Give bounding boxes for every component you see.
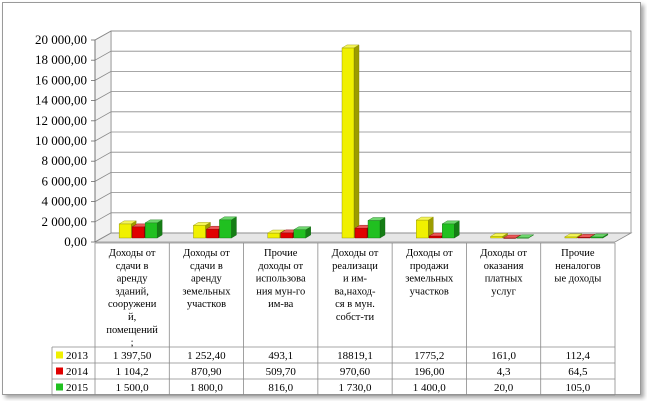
y-axis: 0,00 2 000,00 4 000,00 6 000,00 8 000,00 10 0…	[35, 32, 96, 249]
cell-2013-7: 112,4	[566, 350, 591, 362]
category-label-1: Доходы от сдачи в аренду зданий, сооружени й,…	[106, 248, 158, 349]
gridline	[94, 91, 631, 101]
category-label-6: Доходы от оказания платных услуг	[480, 248, 527, 297]
chart-walls	[93, 30, 633, 243]
cell-2013-6: 161,0	[491, 350, 516, 362]
bar-2015-3	[292, 226, 312, 239]
legend-label-2014: 2014	[66, 366, 89, 378]
cell-2015-4: 1 730,0	[339, 382, 373, 394]
bar-2015-4	[367, 217, 386, 239]
bar-2015-2	[218, 216, 238, 239]
category-label-7: Прочие неналогов ые доходы	[554, 248, 601, 285]
category-label-4: Доходы от реализаци и им-ва,наход-ся в мун…	[332, 248, 379, 323]
gridline	[94, 111, 631, 122]
legend-label-2015: 2015	[66, 382, 89, 394]
cell-2015-2: 1 800,0	[190, 382, 224, 394]
legend-label-2013: 2013	[66, 350, 89, 362]
bar-2013-6	[489, 233, 509, 239]
y-tick-label: 6 000,00	[42, 173, 88, 188]
gridline	[94, 71, 631, 81]
cell-2015-3: 816,0	[268, 382, 293, 394]
cell-2015-7: 105,0	[565, 382, 590, 394]
category-label-5: Доходы от продажи земельных участков	[405, 248, 454, 297]
cell-2013-4: 18819,1	[337, 350, 373, 362]
cell-2014-5: 196,00	[414, 366, 445, 378]
cell-2015-6: 20,0	[494, 382, 514, 394]
bar-2013-5	[415, 216, 435, 239]
legend-swatch-2015	[56, 383, 63, 391]
cell-2014-7: 64,5	[568, 366, 588, 378]
data-table: Доходы от сдачи в аренду зданий, сооружени й,…	[51, 242, 616, 396]
bar-2014-6	[502, 234, 522, 239]
y-tick-label: 14 000,00	[35, 93, 87, 108]
cell-2013-3: 493,1	[268, 350, 293, 362]
cell-2013-2: 1 252,40	[187, 350, 226, 362]
gridline	[94, 171, 631, 182]
bar-2015-1	[144, 219, 163, 239]
cell-2013-5: 1775,2	[414, 350, 444, 362]
legend-swatch-2013	[56, 351, 63, 359]
y-tick-label: 2 000,00	[42, 214, 88, 229]
cell-2014-1: 1 104,2	[116, 366, 149, 378]
bars	[118, 44, 609, 239]
y-tick-label: 0,00	[64, 234, 87, 249]
gridline	[94, 212, 631, 223]
cell-2014-3: 509,70	[266, 366, 297, 378]
cell-2014-6: 4,3	[497, 366, 511, 378]
y-tick-label: 18 000,00	[35, 52, 87, 67]
category-label-3: Прочие доходы от использова ния мун-го им-ва	[256, 248, 306, 310]
gridlines	[94, 30, 631, 243]
bar-2013-4	[341, 44, 360, 239]
y-tick-label: 4 000,00	[42, 194, 88, 209]
category-label-2: Доходы от сдачи в аренду земельных участков	[182, 248, 231, 310]
cell-2014-2: 870,90	[191, 366, 222, 378]
gridline	[94, 151, 631, 162]
gridline	[94, 131, 631, 142]
bar-2015-5	[441, 220, 461, 239]
y-tick-label: 16 000,00	[35, 72, 87, 87]
legend-swatch-2014	[56, 367, 63, 375]
y-tick-label: 12 000,00	[35, 113, 87, 128]
cell-2014-4: 970,60	[340, 366, 371, 378]
cell-2015-1: 1 500,0	[116, 382, 150, 394]
gridline	[94, 50, 631, 61]
cell-2015-5: 1 400,0	[413, 382, 447, 394]
bar-2015-6	[515, 234, 535, 239]
y-tick-label: 10 000,00	[35, 133, 87, 148]
y-tick-label: 8 000,00	[42, 153, 88, 168]
gridline	[94, 192, 631, 202]
y-tick-label: 20 000,00	[35, 32, 87, 47]
bar-2015-7	[590, 233, 609, 239]
cell-2013-1: 1 397,50	[113, 350, 152, 362]
gridline	[94, 30, 631, 41]
